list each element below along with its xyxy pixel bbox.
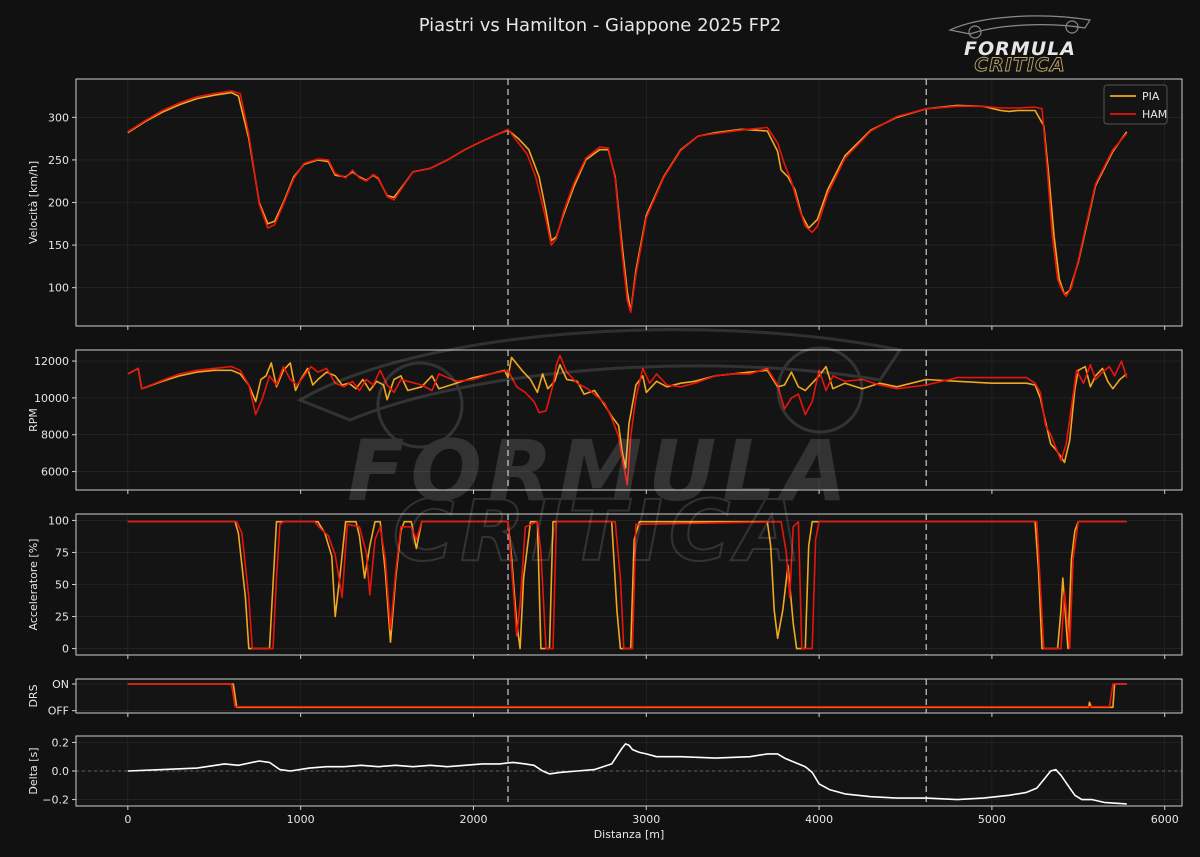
formula-critica-logo: FORMULA CRITICA xyxy=(948,15,1091,76)
throttle-frame xyxy=(75,513,1183,656)
delta-frame xyxy=(75,735,1183,807)
speed-frame xyxy=(75,78,1183,327)
x-tick-label: 5000 xyxy=(978,813,1006,826)
x-tick-label: 1000 xyxy=(287,813,315,826)
speed-series-ham xyxy=(127,90,1128,314)
drs-ytick-label: OFF xyxy=(48,705,69,718)
chart-title: Piastri vs Hamilton - Giappone 2025 FP2 xyxy=(419,15,782,36)
rpm-ytick-label: 12000 xyxy=(34,355,69,368)
x-axis: 0 1000 2000 3000 4000 5000 6000 xyxy=(124,813,1178,826)
legend: PIA HAM xyxy=(1103,84,1168,125)
throttle-ylabel: Acceleratore [%] xyxy=(27,539,40,631)
speed-ytick-label: 200 xyxy=(48,197,69,210)
x-tick-label: 6000 xyxy=(1151,813,1179,826)
rpm-ytick-label: 8000 xyxy=(41,429,69,442)
rpm-frame xyxy=(75,349,1183,491)
speed-ylabel: Velocità [km/h] xyxy=(27,161,40,244)
drs-panel: OFF ON DRS xyxy=(27,678,1183,718)
x-tick-label: 0 xyxy=(124,813,131,826)
drs-series-ham xyxy=(127,683,1127,708)
rpm-ytick-label: 6000 xyxy=(41,466,69,479)
throttle-ytick-label: 75 xyxy=(55,546,69,559)
watermark-text-line1: FORMULA xyxy=(347,422,853,520)
rpm-panel: 6000 8000 10000 12000 RPM xyxy=(27,349,1183,494)
throttle-series-ham xyxy=(127,520,1127,650)
watermark-text-line2: CRITICA xyxy=(393,482,808,580)
legend-label-ham: HAM xyxy=(1142,108,1167,121)
rpm-ytick-label: 10000 xyxy=(34,392,69,405)
x-axis-label: Distanza [m] xyxy=(594,828,665,841)
drs-ylabel: DRS xyxy=(27,684,40,707)
speed-ytick-label: 250 xyxy=(48,154,69,167)
throttle-panel: 0 25 50 75 100 Acceleratore [%] xyxy=(27,513,1183,659)
throttle-ytick-label: 50 xyxy=(55,579,69,592)
delta-ytick-label: 0.2 xyxy=(52,736,70,749)
delta-ytick-label: 0.0 xyxy=(52,765,70,778)
rpm-ylabel: RPM xyxy=(27,408,40,432)
rpm-series-ham xyxy=(127,354,1128,486)
x-tick-label: 2000 xyxy=(459,813,487,826)
delta-series-delta xyxy=(127,743,1127,805)
watermark-logo: FORMULA CRITICA xyxy=(296,328,903,581)
x-tick-label: 3000 xyxy=(632,813,660,826)
drs-ytick-label: ON xyxy=(52,678,69,691)
logo-text-line2: CRITICA xyxy=(974,54,1065,76)
drs-series-pia xyxy=(127,683,1127,709)
speed-series-pia xyxy=(127,91,1128,313)
throttle-ytick-label: 100 xyxy=(48,514,69,527)
speed-ytick-label: 100 xyxy=(48,282,69,295)
logo-text-line1: FORMULA xyxy=(964,38,1076,60)
drs-frame xyxy=(75,678,1183,714)
legend-label-pia: PIA xyxy=(1142,90,1160,103)
speed-ytick-label: 300 xyxy=(48,111,69,124)
delta-ytick-label: −0.2 xyxy=(42,794,69,807)
speed-ytick-label: 150 xyxy=(48,239,69,252)
x-tick-label: 4000 xyxy=(805,813,833,826)
throttle-ytick-label: 0 xyxy=(62,643,69,656)
delta-ylabel: Delta [s] xyxy=(27,747,40,794)
throttle-ytick-label: 25 xyxy=(55,611,69,624)
speed-panel: 100 150 200 250 300 Velocità [km/h] xyxy=(27,78,1183,330)
